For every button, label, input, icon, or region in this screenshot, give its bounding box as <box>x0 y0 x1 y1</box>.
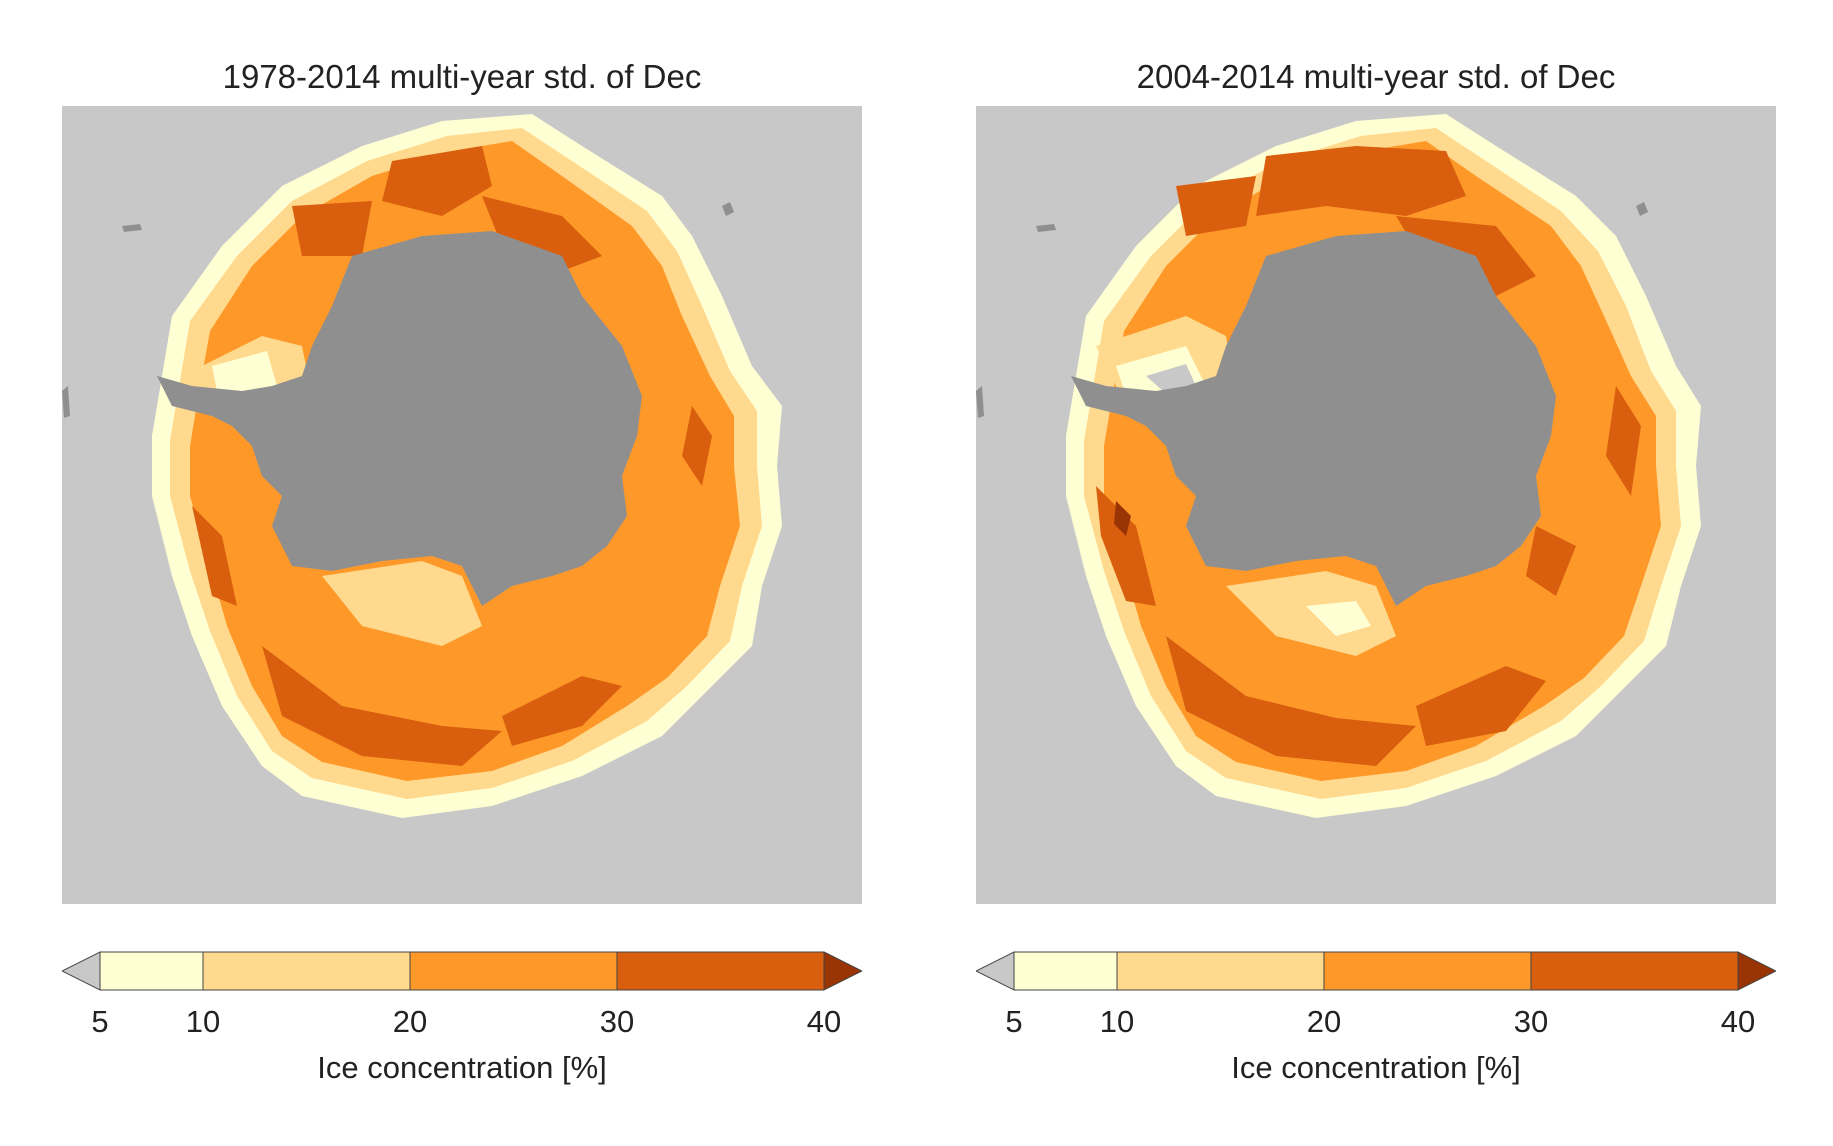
colorbar-ticks: 5 10 20 30 40 <box>976 1004 1776 1044</box>
ice-band-30-40 <box>1256 146 1466 216</box>
colorbar-tick: 40 <box>807 1004 841 1040</box>
colorbar-tick: 5 <box>1005 1004 1022 1040</box>
colorbar-bin-30-40 <box>617 952 824 990</box>
map-title: 1978-2014 multi-year std. of Dec <box>52 58 872 96</box>
ice-band-30-40 <box>292 201 372 256</box>
colorbar-ticks: 5 10 20 30 40 <box>62 1004 862 1044</box>
colorbar-tick: 20 <box>393 1004 427 1040</box>
colorbar-bin-5-10 <box>1014 952 1117 990</box>
map-area <box>976 106 1776 904</box>
colorbar-tick: 10 <box>1100 1004 1134 1040</box>
colorbar-bin-10-20 <box>1117 952 1324 990</box>
colorbar <box>976 950 1776 992</box>
colorbar-extend-high <box>1738 952 1776 990</box>
map-panel-1978-2014: 1978-2014 multi-year std. of Dec <box>52 0 872 1146</box>
colorbar-bin-10-20 <box>203 952 410 990</box>
colorbar-tick: 30 <box>600 1004 634 1040</box>
colorbar-tick: 20 <box>1307 1004 1341 1040</box>
colorbar-tick: 40 <box>1721 1004 1755 1040</box>
colorbar-tick: 30 <box>1514 1004 1548 1040</box>
colorbar-extend-low <box>62 952 100 990</box>
colorbar-label: Ice concentration [%] <box>976 1050 1776 1086</box>
colorbar-extend-high <box>824 952 862 990</box>
colorbar-tick: 10 <box>186 1004 220 1040</box>
colorbar-extend-low <box>976 952 1014 990</box>
colorbar-bin-20-30 <box>1324 952 1531 990</box>
colorbar-label: Ice concentration [%] <box>62 1050 862 1086</box>
map-panel-2004-2014: 2004-2014 multi-year std. of Dec <box>966 0 1786 1146</box>
colorbar <box>62 950 862 992</box>
sea-ice-map <box>62 106 862 904</box>
sea-ice-map <box>976 106 1776 904</box>
colorbar-bin-5-10 <box>100 952 203 990</box>
map-area <box>62 106 862 904</box>
colorbar-bin-20-30 <box>410 952 617 990</box>
colorbar-bin-30-40 <box>1531 952 1738 990</box>
colorbar-tick: 5 <box>91 1004 108 1040</box>
map-title: 2004-2014 multi-year std. of Dec <box>966 58 1786 96</box>
